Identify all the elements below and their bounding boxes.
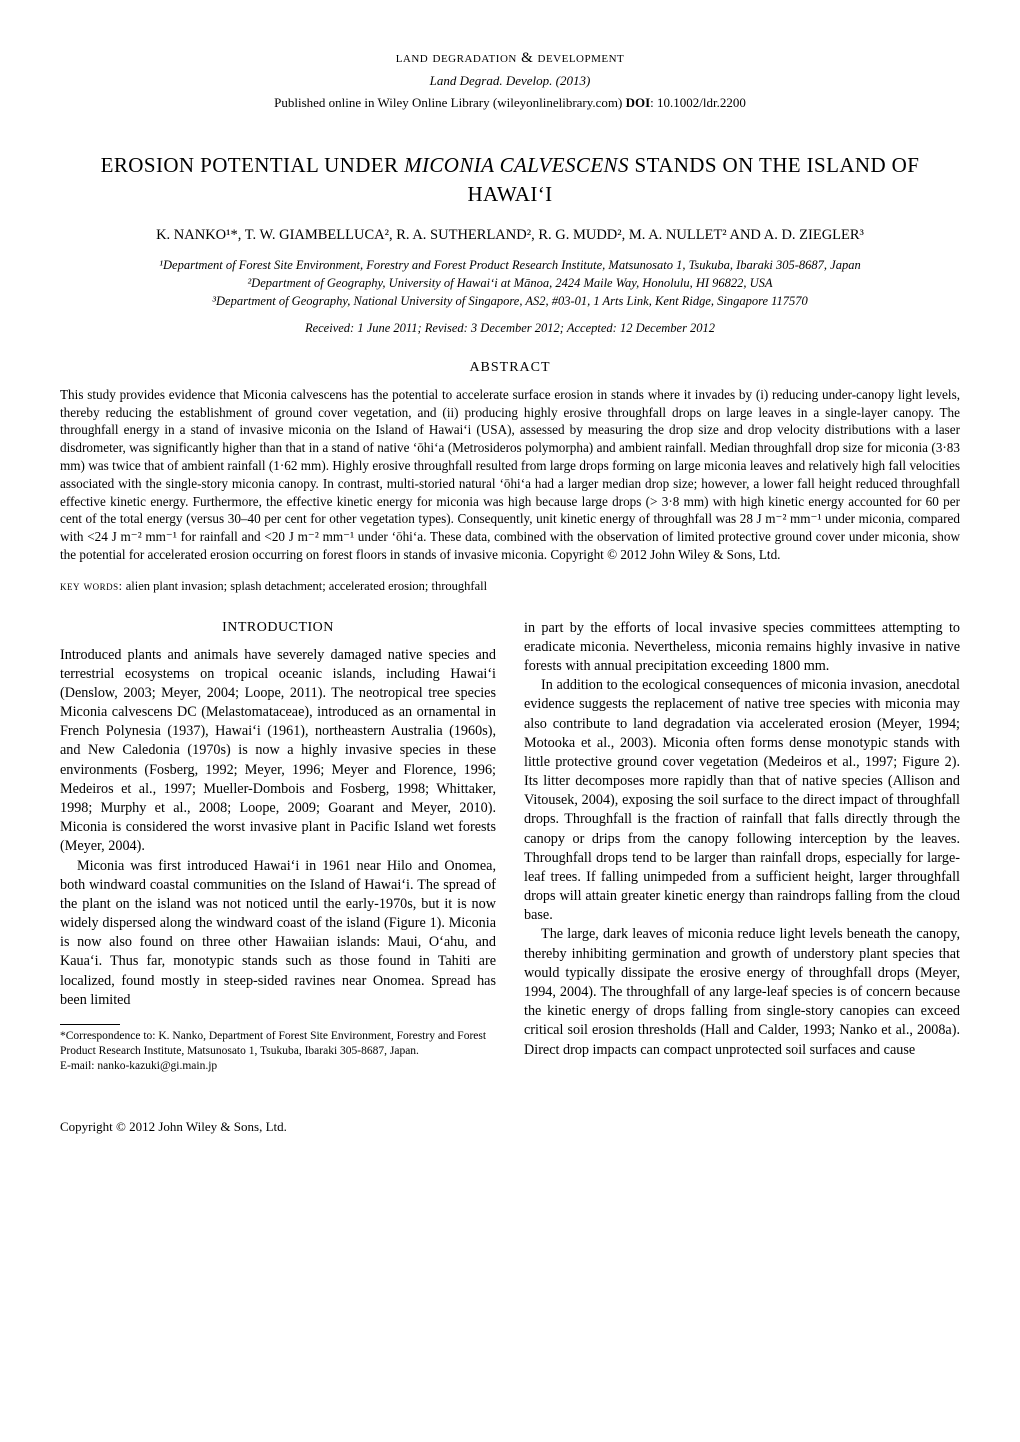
journal-citation: Land Degrad. Develop. (2013) xyxy=(60,72,960,90)
article-title: EROSION POTENTIAL UNDER MICONIA CALVESCE… xyxy=(60,151,960,208)
affiliation: ²Department of Geography, University of … xyxy=(60,274,960,292)
abstract-heading: ABSTRACT xyxy=(60,359,960,378)
page-footer: Copyright © 2012 John Wiley & Sons, Ltd. xyxy=(60,1118,960,1136)
title-species: MICONIA CALVESCENS xyxy=(404,153,629,177)
keywords-text: alien plant invasion; splash detachment;… xyxy=(123,579,487,593)
doi-value: : 10.1002/ldr.2200 xyxy=(650,95,746,110)
body-columns: INTRODUCTION Introduced plants and anima… xyxy=(60,619,960,1074)
article-dates: Received: 1 June 2011; Revised: 3 Decemb… xyxy=(60,320,960,337)
body-paragraph: in part by the efforts of local invasive… xyxy=(524,619,960,677)
correspondence-footnote: *Correspondence to: K. Nanko, Department… xyxy=(60,1029,496,1059)
body-paragraph: Introduced plants and animals have sever… xyxy=(60,646,496,857)
published-line: Published online in Wiley Online Library… xyxy=(60,94,960,112)
authors-line: K. NANKO¹*, T. W. GIAMBELLUCA², R. A. SU… xyxy=(60,226,960,246)
keywords-label: key words: xyxy=(60,579,123,593)
doi-label: DOI xyxy=(626,95,651,110)
journal-name: land degradation & development xyxy=(60,48,960,68)
body-paragraph: The large, dark leaves of miconia reduce… xyxy=(524,925,960,1059)
title-pre: EROSION POTENTIAL UNDER xyxy=(101,153,404,177)
keywords-line: key words: alien plant invasion; splash … xyxy=(60,578,960,595)
abstract-body: This study provides evidence that Miconi… xyxy=(60,386,960,564)
body-paragraph: Miconia was first introduced Hawai‘i in … xyxy=(60,857,496,1010)
published-prefix: Published online in Wiley Online Library… xyxy=(274,95,625,110)
introduction-heading: INTRODUCTION xyxy=(60,619,496,638)
affiliation: ³Department of Geography, National Unive… xyxy=(60,292,960,310)
correspondence-email: E-mail: nanko-kazuki@gi.main.jp xyxy=(60,1059,496,1074)
footer-copyright: Copyright © 2012 John Wiley & Sons, Ltd. xyxy=(60,1118,287,1136)
affiliations: ¹Department of Forest Site Environment, … xyxy=(60,256,960,310)
body-paragraph: In addition to the ecological consequenc… xyxy=(524,676,960,925)
footnote-rule xyxy=(60,1024,120,1025)
affiliation: ¹Department of Forest Site Environment, … xyxy=(60,256,960,274)
